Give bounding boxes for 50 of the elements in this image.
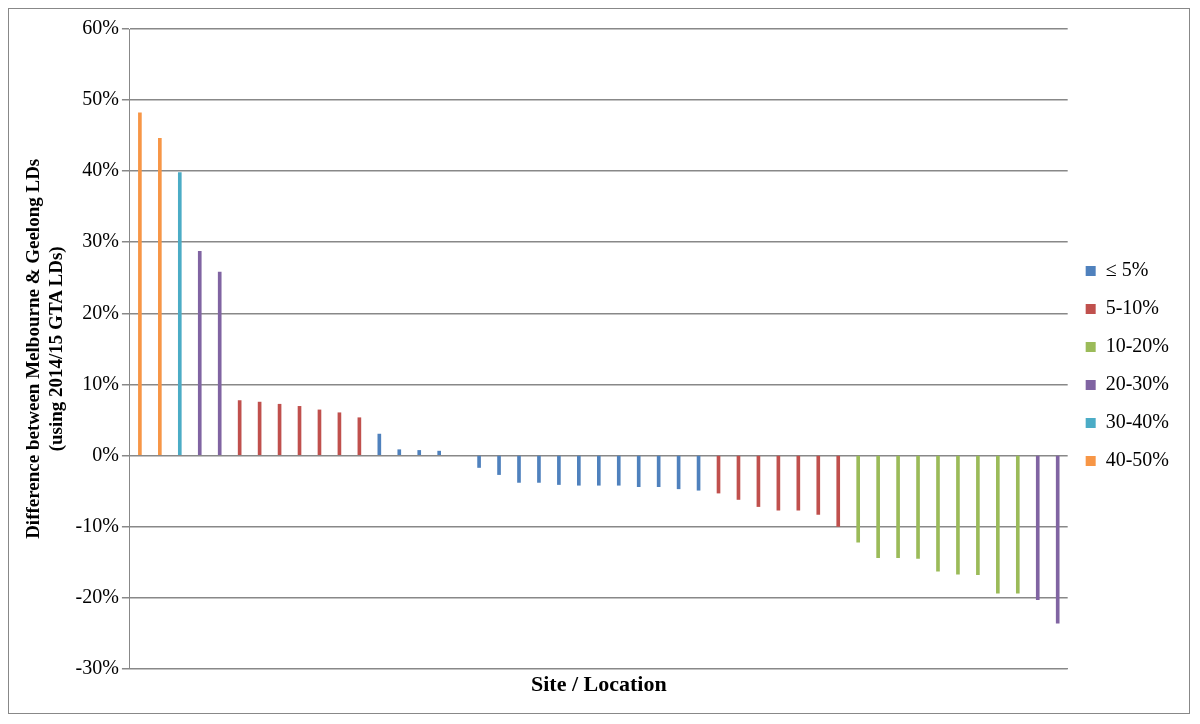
bar: [876, 455, 880, 559]
bar: [377, 433, 382, 455]
y-tick-label: -20%: [75, 584, 119, 607]
bar: [1055, 455, 1060, 624]
legend-label: 40-50%: [1105, 448, 1170, 471]
bar: [596, 455, 601, 486]
y-tick-label: 30%: [82, 229, 119, 252]
bar: [577, 455, 581, 486]
legend-label: 20-30%: [1105, 372, 1170, 395]
bar: [896, 455, 900, 559]
legend-label: 5-10%: [1105, 296, 1160, 319]
bar: [497, 455, 501, 475]
y-tick-label: 40%: [82, 158, 119, 181]
bar: [1015, 455, 1020, 594]
bar: [138, 112, 142, 455]
bar: [477, 455, 481, 468]
bar: [537, 455, 541, 483]
bar: [616, 455, 621, 486]
bar: [836, 455, 841, 527]
bar: [816, 455, 821, 515]
y-axis-title: Difference between Melbourne & Geelong LDs (using 2014/15 GTA LDs): [22, 158, 68, 539]
bar: [936, 455, 940, 572]
bar: [217, 271, 222, 455]
bar: [158, 138, 162, 455]
y-tick-label: 50%: [82, 87, 119, 110]
x-axis-title: Site / Location: [530, 671, 667, 697]
legend-label: 30-40%: [1105, 410, 1170, 433]
bar: [996, 455, 1000, 594]
y-tick-label: 60%: [82, 16, 119, 39]
bar: [856, 455, 861, 543]
y-tick-label: 10%: [82, 371, 119, 394]
bar: [916, 455, 920, 559]
bar: [417, 450, 422, 455]
y-tick-label: 20%: [82, 300, 119, 323]
bar: [397, 449, 402, 455]
bar: [636, 455, 641, 487]
bar: [557, 455, 561, 485]
bar: [976, 455, 980, 576]
legend-label: 10-20%: [1105, 334, 1170, 357]
bar: [437, 450, 442, 455]
bar: [197, 251, 202, 455]
bar: [796, 455, 801, 511]
y-tick-label: -10%: [75, 513, 119, 536]
bar: [517, 455, 521, 483]
bar: [177, 172, 182, 455]
y-tick-label: -30%: [75, 655, 119, 678]
y-tick-label: 0%: [92, 442, 119, 465]
bar: [956, 455, 960, 575]
bar: [1035, 455, 1040, 600]
legend-label: ≤ 5%: [1105, 258, 1149, 281]
